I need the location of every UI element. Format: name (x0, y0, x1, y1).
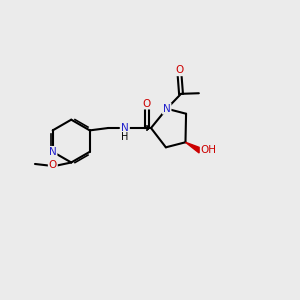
Text: O: O (176, 65, 184, 75)
Polygon shape (185, 142, 202, 153)
Text: OH: OH (201, 145, 217, 155)
Text: N: N (49, 147, 57, 157)
Text: N: N (163, 104, 171, 114)
Text: H: H (122, 132, 129, 142)
Text: O: O (143, 99, 151, 109)
Text: N: N (121, 123, 129, 133)
Text: O: O (49, 160, 57, 170)
